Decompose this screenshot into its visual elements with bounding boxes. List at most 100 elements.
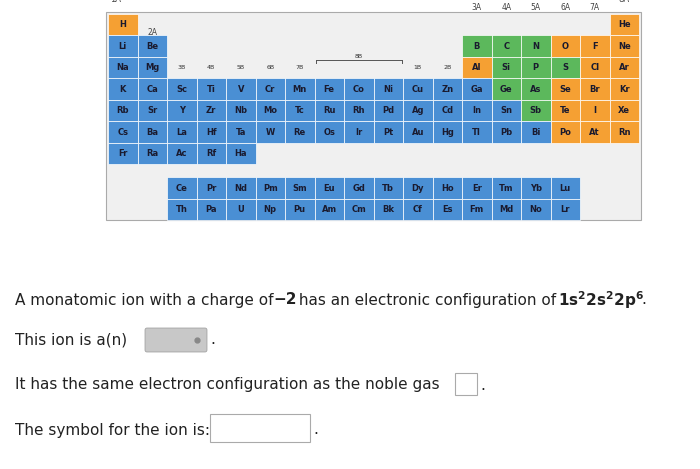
Text: Fr: Fr [118, 149, 127, 158]
Bar [226, 143, 255, 165]
Bar [137, 78, 167, 100]
Bar [108, 14, 137, 36]
Text: Ac: Ac [176, 149, 188, 158]
Text: Te: Te [560, 106, 570, 115]
Text: Np: Np [264, 205, 276, 214]
Text: Cs: Cs [118, 128, 128, 137]
Text: .: . [210, 333, 215, 348]
Text: Pm: Pm [263, 184, 278, 193]
Text: Tl: Tl [473, 128, 481, 137]
Text: 5B: 5B [237, 65, 245, 70]
Bar [550, 199, 580, 220]
Text: Rh: Rh [353, 106, 365, 115]
Bar [314, 199, 344, 220]
Text: Xe: Xe [618, 106, 630, 115]
Bar [285, 199, 314, 220]
Bar [433, 177, 462, 199]
Bar [137, 100, 167, 121]
Text: 8B: 8B [355, 54, 363, 59]
Bar [462, 78, 491, 100]
Text: Eu: Eu [323, 184, 335, 193]
Bar [226, 121, 255, 143]
Text: La: La [176, 128, 187, 137]
Text: Cm: Cm [351, 205, 366, 214]
Text: Ce: Ce [176, 184, 188, 193]
Bar [580, 78, 610, 100]
Text: Tb: Tb [382, 184, 394, 193]
Bar [580, 121, 610, 143]
Text: Dy: Dy [412, 184, 424, 193]
Bar [521, 121, 550, 143]
Bar [580, 57, 610, 78]
Bar [462, 121, 491, 143]
Bar [521, 36, 550, 57]
Text: Ho: Ho [441, 184, 454, 193]
Bar [344, 199, 374, 220]
FancyBboxPatch shape [145, 328, 207, 352]
Text: Re: Re [293, 128, 306, 137]
Text: Ir: Ir [355, 128, 363, 137]
Text: Na: Na [116, 63, 129, 72]
Bar [167, 143, 197, 165]
Bar [403, 100, 433, 121]
Text: Mg: Mg [145, 63, 160, 72]
Text: .: . [641, 293, 646, 308]
Text: Lr: Lr [561, 205, 570, 214]
Text: −2: −2 [273, 293, 297, 308]
Text: Pd: Pd [382, 106, 394, 115]
Bar [314, 177, 344, 199]
Bar [491, 78, 521, 100]
Text: Cr: Cr [265, 85, 275, 94]
Text: Hf: Hf [206, 128, 216, 137]
Text: Ni: Ni [384, 85, 393, 94]
Text: Zr: Zr [206, 106, 216, 115]
Bar [403, 177, 433, 199]
Text: Cl: Cl [590, 63, 599, 72]
Bar [374, 78, 403, 100]
Text: Cu: Cu [412, 85, 424, 94]
Text: Sc: Sc [176, 85, 188, 94]
Text: Er: Er [472, 184, 482, 193]
Text: Cf: Cf [413, 205, 423, 214]
Bar [108, 57, 137, 78]
Bar [344, 78, 374, 100]
Text: Pu: Pu [294, 205, 306, 214]
Text: 3A: 3A [472, 3, 482, 12]
Bar [137, 57, 167, 78]
Text: .: . [313, 423, 318, 438]
Text: No: No [529, 205, 542, 214]
Text: 6A: 6A [560, 3, 570, 12]
Text: Gd: Gd [352, 184, 365, 193]
Bar [314, 78, 344, 100]
Text: This ion is a(n): This ion is a(n) [15, 333, 127, 348]
Text: Nd: Nd [234, 184, 247, 193]
Bar [226, 100, 255, 121]
Text: P: P [533, 63, 539, 72]
Text: Sr: Sr [147, 106, 158, 115]
Text: Ta: Ta [236, 128, 246, 137]
Bar [314, 100, 344, 121]
Bar [256, 78, 285, 100]
Bar [433, 121, 462, 143]
Text: Y: Y [178, 106, 185, 115]
Text: 6B: 6B [266, 65, 274, 70]
Text: Mn: Mn [293, 85, 307, 94]
Bar [462, 100, 491, 121]
Bar [167, 199, 197, 220]
Bar [197, 177, 226, 199]
Text: Co: Co [353, 85, 365, 94]
Text: Sm: Sm [293, 184, 307, 193]
Bar [491, 57, 521, 78]
Text: Ar: Ar [619, 63, 629, 72]
Text: Si: Si [502, 63, 511, 72]
Text: He: He [618, 20, 631, 29]
Bar [433, 199, 462, 220]
Text: Al: Al [472, 63, 482, 72]
Bar [167, 177, 197, 199]
Text: Ge: Ge [500, 85, 512, 94]
Bar [491, 199, 521, 220]
Text: Pt: Pt [383, 128, 393, 137]
Text: has an electronic configuration of: has an electronic configuration of [294, 293, 561, 308]
Bar [491, 177, 521, 199]
Text: 5A: 5A [531, 3, 541, 12]
